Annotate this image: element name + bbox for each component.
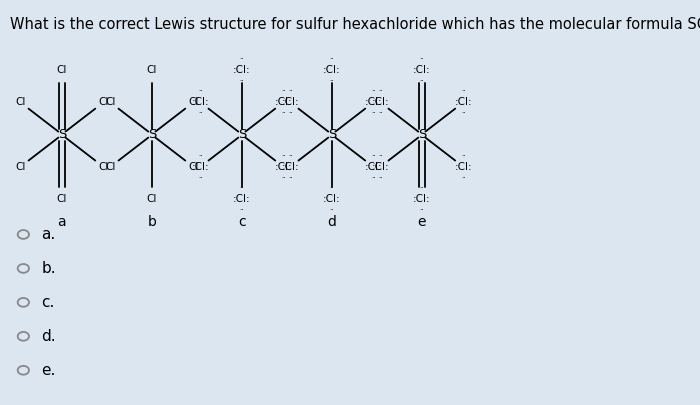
Text: ··: ·· xyxy=(419,78,424,84)
Text: S: S xyxy=(148,128,156,141)
Text: Cl: Cl xyxy=(147,65,157,75)
Text: Cl: Cl xyxy=(57,65,67,75)
Text: :Cl:: :Cl: xyxy=(274,162,292,172)
Text: S: S xyxy=(238,128,246,141)
Text: c: c xyxy=(238,215,246,230)
Text: Cl: Cl xyxy=(105,162,116,172)
Text: Cl: Cl xyxy=(188,97,199,107)
Text: Cl: Cl xyxy=(98,97,108,107)
Text: :Cl:: :Cl: xyxy=(413,65,430,75)
Text: ··: ·· xyxy=(239,185,244,191)
Text: d: d xyxy=(328,215,336,230)
Text: Cl: Cl xyxy=(57,194,67,204)
Text: ··: ·· xyxy=(239,207,244,213)
Text: ··: ·· xyxy=(330,56,334,62)
Text: :Cl:: :Cl: xyxy=(454,97,472,107)
Text: ··: ·· xyxy=(419,185,424,191)
Text: ··: ·· xyxy=(371,153,375,159)
Text: Cl: Cl xyxy=(147,194,157,204)
Text: :Cl:: :Cl: xyxy=(372,162,389,172)
Text: a.: a. xyxy=(41,227,55,242)
Text: ··: ·· xyxy=(239,56,244,62)
Text: b.: b. xyxy=(41,261,56,276)
Text: :Cl:: :Cl: xyxy=(365,97,382,107)
Text: ··: ·· xyxy=(239,78,244,84)
Text: ··: ·· xyxy=(288,175,293,181)
Text: :Cl:: :Cl: xyxy=(454,162,472,172)
Text: ··: ·· xyxy=(198,88,203,94)
Text: ··: ·· xyxy=(461,175,466,181)
Text: e: e xyxy=(418,215,426,230)
Text: a: a xyxy=(57,215,66,230)
Text: c.: c. xyxy=(41,295,55,310)
Text: S: S xyxy=(328,128,336,141)
Text: :Cl:: :Cl: xyxy=(281,97,300,107)
Text: ··: ·· xyxy=(419,207,424,213)
Text: :Cl:: :Cl: xyxy=(192,162,209,172)
Text: :Cl:: :Cl: xyxy=(413,194,430,204)
Text: :Cl:: :Cl: xyxy=(365,162,382,172)
Text: ··: ·· xyxy=(461,111,466,116)
Text: ··: ·· xyxy=(419,56,424,62)
Text: ··: ·· xyxy=(371,111,375,116)
Text: S: S xyxy=(418,128,426,141)
Text: What is the correct Lewis structure for sulfur hexachloride which has the molecu: What is the correct Lewis structure for … xyxy=(10,17,700,32)
Text: :Cl:: :Cl: xyxy=(323,194,341,204)
Text: b: b xyxy=(148,215,156,230)
Text: ··: ·· xyxy=(378,111,383,116)
Text: Cl: Cl xyxy=(105,97,116,107)
Text: d.: d. xyxy=(41,329,56,344)
Text: ··: ·· xyxy=(378,88,383,94)
Text: S: S xyxy=(57,128,66,141)
Text: :Cl:: :Cl: xyxy=(233,194,251,204)
Text: ··: ·· xyxy=(281,111,286,116)
Text: ··: ·· xyxy=(198,175,203,181)
Text: :Cl:: :Cl: xyxy=(281,162,300,172)
Text: ··: ·· xyxy=(461,88,466,94)
Text: ··: ·· xyxy=(378,175,383,181)
Text: ··: ·· xyxy=(281,88,286,94)
Text: ··: ·· xyxy=(281,153,286,159)
Text: ··: ·· xyxy=(371,88,375,94)
Text: Cl: Cl xyxy=(15,162,26,172)
Text: ··: ·· xyxy=(378,153,383,159)
Text: :Cl:: :Cl: xyxy=(274,97,292,107)
Text: ··: ·· xyxy=(330,185,334,191)
Text: ··: ·· xyxy=(198,111,203,116)
Text: ··: ·· xyxy=(371,175,375,181)
Text: ··: ·· xyxy=(288,88,293,94)
Text: :Cl:: :Cl: xyxy=(372,97,389,107)
Text: ··: ·· xyxy=(198,153,203,159)
Text: Cl: Cl xyxy=(188,162,199,172)
Text: ··: ·· xyxy=(461,153,466,159)
Text: Cl: Cl xyxy=(15,97,26,107)
Text: :Cl:: :Cl: xyxy=(233,65,251,75)
Text: Cl: Cl xyxy=(98,162,108,172)
Text: :Cl:: :Cl: xyxy=(192,97,209,107)
Text: ··: ·· xyxy=(330,78,334,84)
Text: e.: e. xyxy=(41,363,56,378)
Text: :Cl:: :Cl: xyxy=(323,65,341,75)
Text: ··: ·· xyxy=(288,153,293,159)
Text: ··: ·· xyxy=(288,111,293,116)
Text: ··: ·· xyxy=(330,207,334,213)
Text: ··: ·· xyxy=(281,175,286,181)
